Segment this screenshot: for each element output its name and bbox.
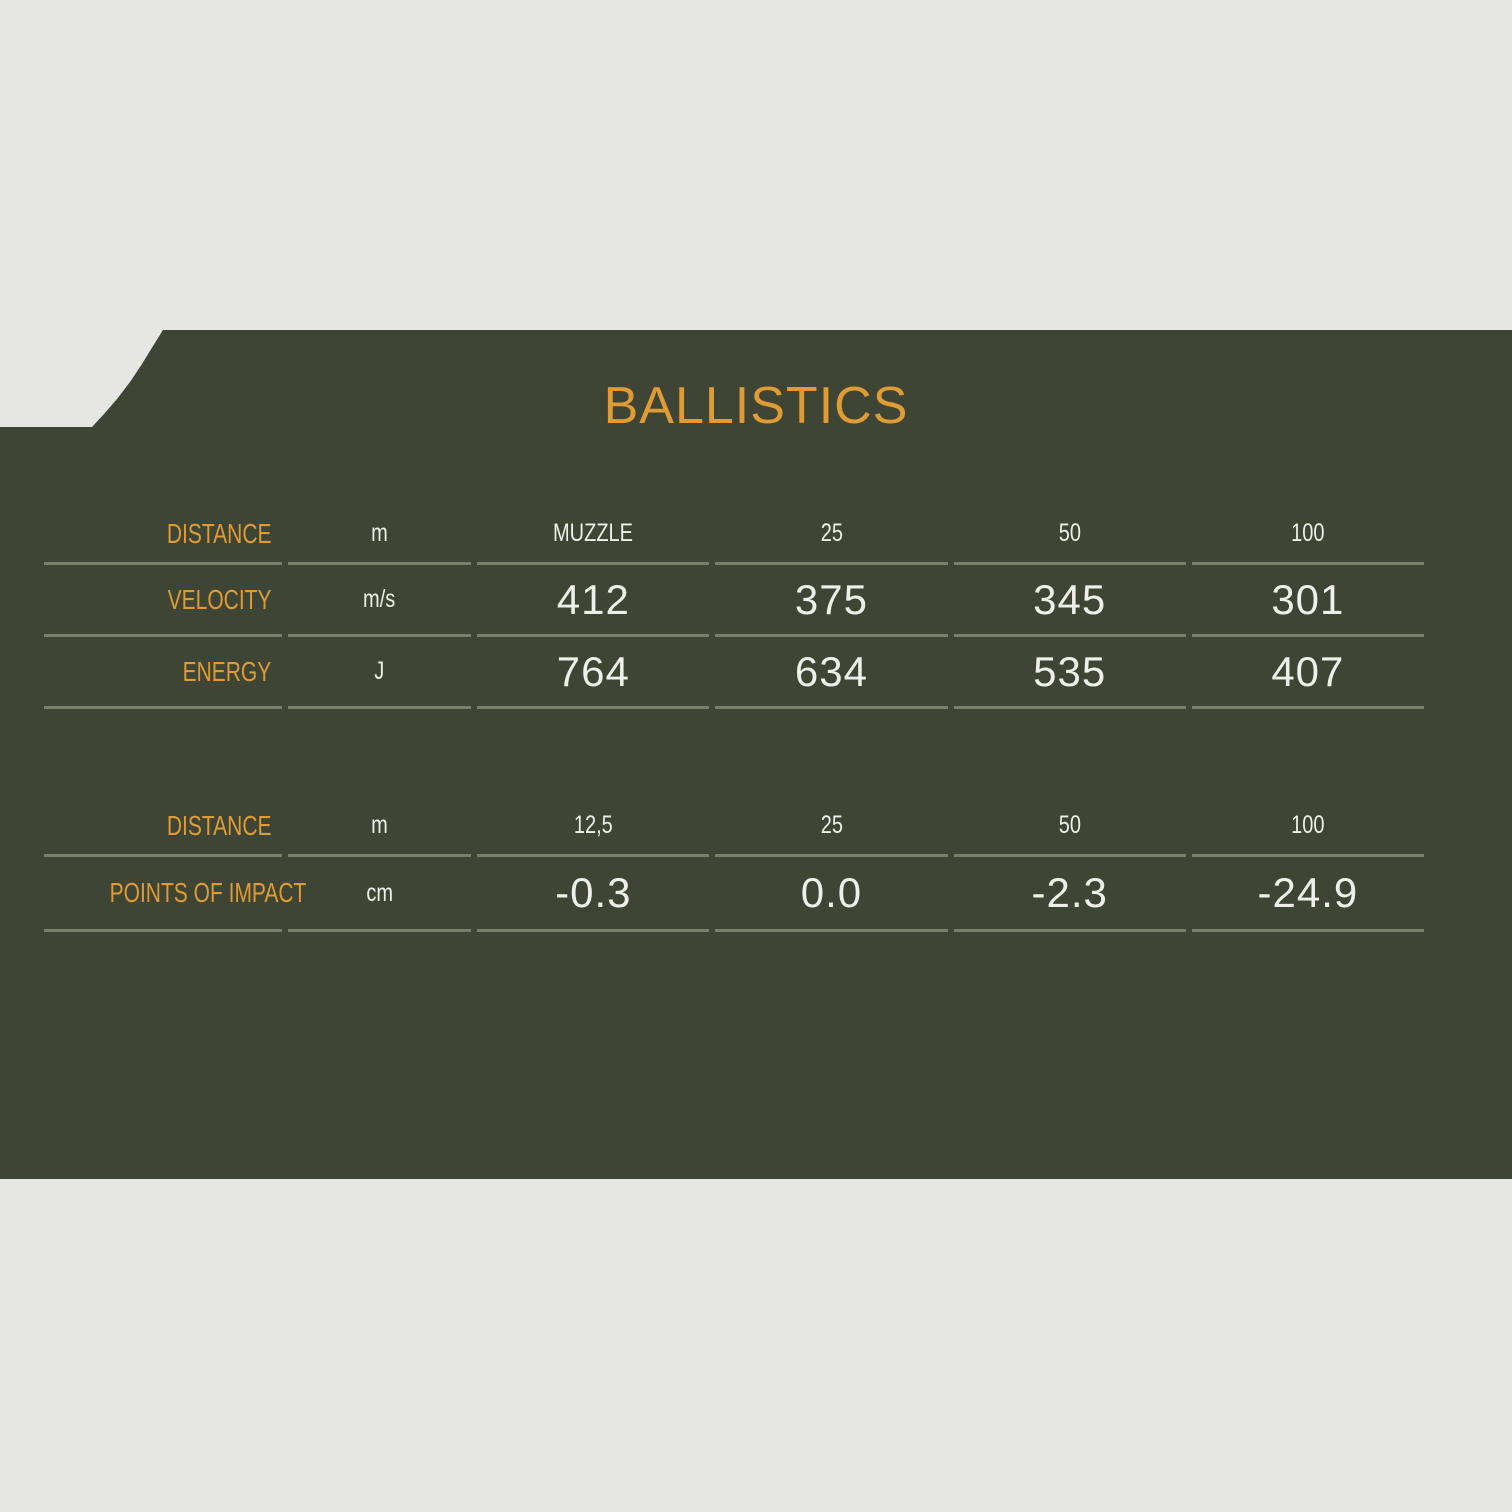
column-header: 100 — [1191, 505, 1424, 565]
content-panel — [0, 330, 1512, 1179]
cell-value: 764 — [477, 637, 710, 709]
ballistics-table: DISTANCE m MUZZLE 25 50 100 VELOCITY m/s… — [38, 505, 1430, 709]
cell-value: 301 — [1191, 565, 1424, 637]
row-label: ENERGY — [44, 637, 282, 709]
row-label: DISTANCE — [44, 797, 282, 857]
page-title: BALLISTICS — [603, 377, 909, 435]
table-row: VELOCITY m/s 412 375 345 301 — [44, 565, 1424, 637]
cell-value: 634 — [715, 637, 948, 709]
column-header: 12,5 — [477, 797, 710, 857]
column-header: 50 — [953, 797, 1186, 857]
cell-value: 407 — [1191, 637, 1424, 709]
cell-value: -24.9 — [1191, 857, 1424, 932]
cell-value: -2.3 — [953, 857, 1186, 932]
column-header: 25 — [715, 505, 948, 565]
table-row: DISTANCE m MUZZLE 25 50 100 — [44, 505, 1424, 565]
table-row: DISTANCE m 12,5 25 50 100 — [44, 797, 1424, 857]
cell-value: 375 — [715, 565, 948, 637]
cell-value: 412 — [477, 565, 710, 637]
table-row: ENERGY J 764 634 535 407 — [44, 637, 1424, 709]
row-unit: m — [287, 505, 472, 565]
column-header: 25 — [715, 797, 948, 857]
row-unit: cm — [287, 857, 472, 932]
cell-value: 535 — [953, 637, 1186, 709]
column-header: 50 — [953, 505, 1186, 565]
impact-table: DISTANCE m 12,5 25 50 100 POINTS OF IMPA… — [38, 797, 1430, 932]
row-unit: m — [287, 797, 472, 857]
column-header: MUZZLE — [477, 505, 710, 565]
cell-value: 0.0 — [715, 857, 948, 932]
column-header: 100 — [1191, 797, 1424, 857]
cell-value: 345 — [953, 565, 1186, 637]
row-unit: m/s — [287, 565, 472, 637]
cell-value: -0.3 — [477, 857, 710, 932]
row-label: POINTS OF IMPACT — [44, 857, 306, 932]
row-label: VELOCITY — [44, 565, 282, 637]
row-unit: J — [287, 637, 472, 709]
row-label: DISTANCE — [44, 505, 282, 565]
table-row: POINTS OF IMPACT cm -0.3 0.0 -2.3 -24.9 — [44, 857, 1424, 932]
